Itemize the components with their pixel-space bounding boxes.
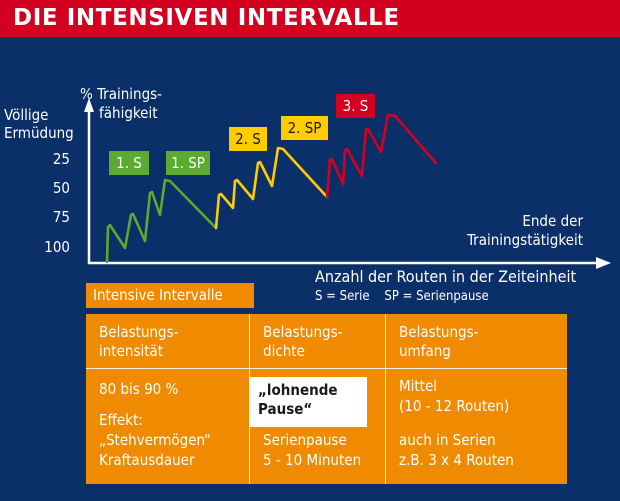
legend: S = Serie SP = Serienpause bbox=[315, 289, 489, 304]
effect-label: Effekt: bbox=[99, 411, 143, 429]
phase-label-1sp: 1. SP bbox=[166, 151, 210, 175]
header-divider bbox=[86, 368, 567, 369]
phase-label-2sp: 2. SP bbox=[281, 116, 328, 140]
series-2-line bbox=[214, 146, 329, 230]
x-axis-label: Anzahl der Routen in der Zeiteinheit bbox=[315, 267, 577, 286]
density-line2: 5 - 10 Minuten bbox=[263, 451, 362, 469]
phase-label-1s: 1. S bbox=[109, 151, 149, 175]
column-divider bbox=[385, 314, 386, 484]
highlight-line2: Pause“ bbox=[258, 400, 313, 418]
volume-line2: (10 - 12 Routen) bbox=[399, 397, 510, 415]
intensity-value: 80 bis 90 % bbox=[99, 380, 179, 398]
header-3-line2: umfang bbox=[399, 342, 451, 360]
page-title: DIE INTENSIVEN INTERVALLE bbox=[13, 5, 400, 31]
x-axis-arrow-icon bbox=[596, 257, 611, 269]
series-1-line bbox=[105, 178, 218, 264]
header-2-line2: dichte bbox=[263, 342, 305, 360]
effect-line2: Kraftausdauer bbox=[99, 451, 195, 469]
highlight-line1: „lohnende bbox=[258, 381, 338, 399]
end-label-line2: Trainingstätigkeit bbox=[467, 231, 583, 249]
volume-line4: z.B. 3 x 4 Routen bbox=[399, 451, 514, 469]
y-tick-100: 100 bbox=[44, 238, 70, 256]
effect-line1: „Stehvermögen“ bbox=[99, 431, 212, 449]
y-axis-label-line2: fähigkeit bbox=[99, 104, 158, 122]
info-table: Belastungs- intensität Belastungs- dicht… bbox=[86, 314, 567, 484]
density-line1: Serienpause bbox=[263, 431, 347, 449]
y-tick-75: 75 bbox=[52, 208, 70, 226]
end-label-line1: Ende der bbox=[522, 212, 583, 230]
y-tick-50: 50 bbox=[52, 179, 70, 197]
header-1-line1: Belastungs- bbox=[99, 323, 179, 341]
header-2-line1: Belastungs- bbox=[263, 323, 343, 341]
y-side-label-line1: Völlige bbox=[4, 106, 49, 124]
section-label: Intensive Intervalle bbox=[86, 283, 254, 308]
header-3-line1: Belastungs- bbox=[399, 323, 479, 341]
y-tick-25: 25 bbox=[52, 150, 70, 168]
y-axis-arrow-icon bbox=[84, 98, 94, 112]
phase-label-3s: 3. S bbox=[336, 94, 375, 118]
series-3-line bbox=[325, 113, 438, 199]
column-divider bbox=[249, 314, 250, 484]
volume-line1: Mittel bbox=[399, 377, 438, 395]
volume-line3: auch in Serien bbox=[399, 431, 496, 449]
y-axis-label-line1: % Trainings- bbox=[80, 85, 163, 103]
header-1-line2: intensität bbox=[99, 342, 164, 360]
y-side-label-line2: Ermüdung bbox=[4, 124, 74, 142]
highlight-box: „lohnende Pause“ bbox=[250, 377, 367, 427]
title-bar: DIE INTENSIVEN INTERVALLE bbox=[0, 0, 620, 37]
phase-label-2s: 2. S bbox=[229, 127, 267, 151]
